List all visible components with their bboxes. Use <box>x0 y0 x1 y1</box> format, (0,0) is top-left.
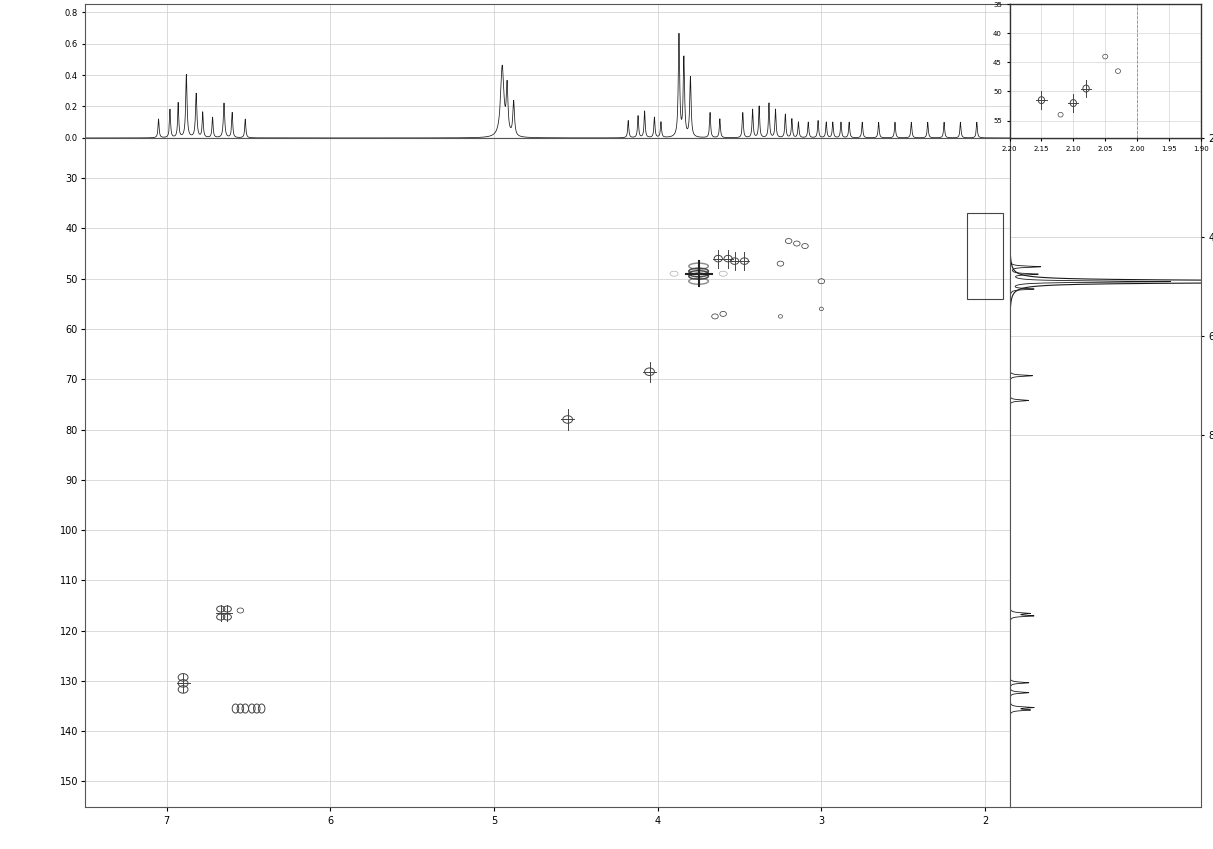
Bar <box>967 213 1003 299</box>
